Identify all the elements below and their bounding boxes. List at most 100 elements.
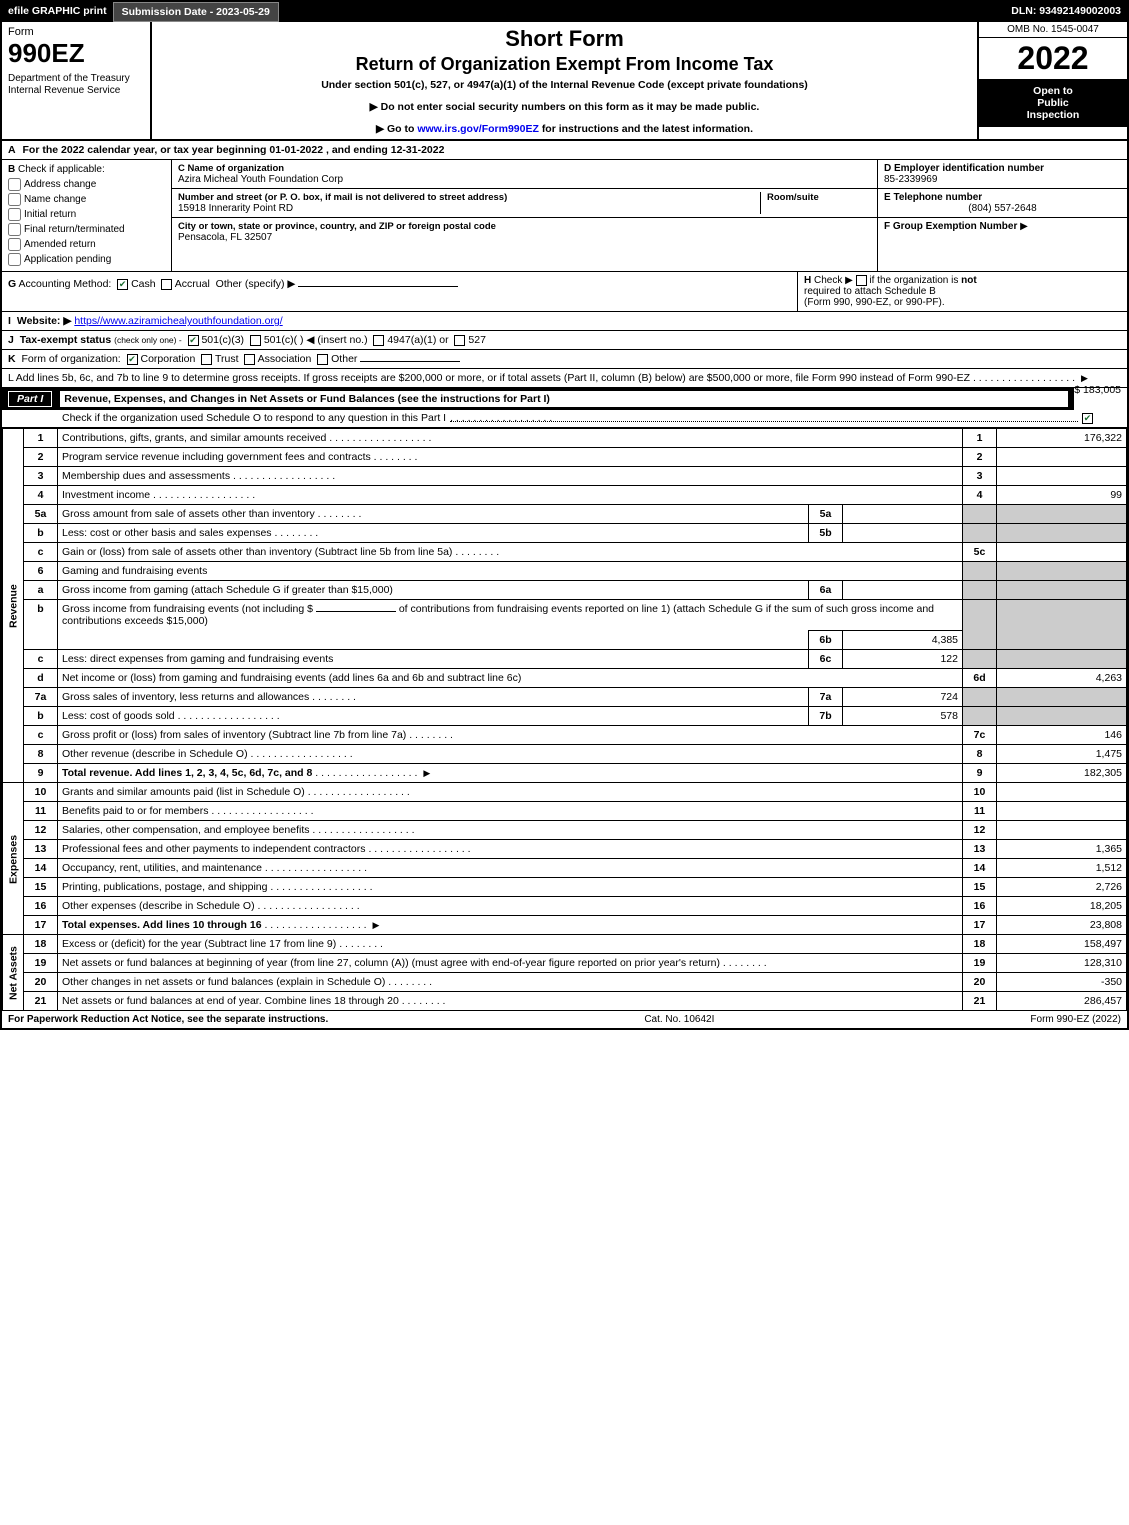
dots-icon xyxy=(452,546,499,558)
line-7c-rl: 7c xyxy=(963,726,997,745)
row-l-dots xyxy=(973,372,1075,384)
checkbox-icon[interactable] xyxy=(8,223,21,236)
cb-schedule-o-part1[interactable] xyxy=(1082,413,1093,424)
line-1: Revenue 1 Contributions, gifts, grants, … xyxy=(3,429,1127,448)
line-21: 21 Net assets or fund balances at end of… xyxy=(3,992,1127,1011)
line-6b: b Gross income from fundraising events (… xyxy=(3,600,1127,631)
k-o1: Corporation xyxy=(141,353,196,365)
line-7b-iv: 578 xyxy=(843,707,963,726)
line-3-rl: 3 xyxy=(963,467,997,486)
line-21-desc: Net assets or fund balances at end of ye… xyxy=(62,995,399,1007)
checkbox-icon[interactable] xyxy=(8,238,21,251)
topbar-dln: DLN: 93492149002003 xyxy=(1005,2,1127,22)
cb-name-change[interactable]: Name change xyxy=(8,192,165,207)
phone-label: E Telephone number xyxy=(884,192,1121,203)
line-6d-desc: Net income or (loss) from gaming and fun… xyxy=(62,672,521,684)
line-7a-iv: 724 xyxy=(843,688,963,707)
cb-address-change[interactable]: Address change xyxy=(8,177,165,192)
checkbox-icon[interactable] xyxy=(8,178,21,191)
cb-final-return[interactable]: Final return/terminated xyxy=(8,222,165,237)
j-o2: 501(c)( ) ◀ (insert no.) xyxy=(264,334,368,346)
shade-cell xyxy=(963,600,997,650)
line-1-desc: Contributions, gifts, grants, and simila… xyxy=(62,432,326,444)
shade-cell xyxy=(963,562,997,581)
cb-trust[interactable] xyxy=(201,354,212,365)
line-2: 2 Program service revenue including gove… xyxy=(3,448,1127,467)
group-exemption-label: F Group Exemption Number xyxy=(884,221,1017,232)
header-left: Form 990EZ Department of the Treasury In… xyxy=(2,22,152,139)
cb-501c3[interactable] xyxy=(188,335,199,346)
cb-corporation[interactable] xyxy=(127,354,138,365)
dots-icon xyxy=(309,824,414,836)
title-under: Under section 501(c), 527, or 4947(a)(1)… xyxy=(158,79,971,91)
header-right: OMB No. 1545-0047 2022 Open to Public In… xyxy=(977,22,1127,139)
line-10-rv xyxy=(997,783,1127,802)
dots-icon xyxy=(312,767,417,779)
line-6a-il: 6a xyxy=(809,581,843,600)
city-row: City or town, state or province, country… xyxy=(172,218,877,246)
cb-other-org[interactable] xyxy=(317,354,328,365)
line-18-desc: Excess or (deficit) for the year (Subtra… xyxy=(62,938,336,950)
cb-initial-return[interactable]: Initial return xyxy=(8,207,165,222)
cb-schedule-b[interactable] xyxy=(856,275,867,286)
form-word: Form xyxy=(8,26,144,38)
cb-cash[interactable] xyxy=(117,279,128,290)
dots-icon xyxy=(208,805,313,817)
ein-row: D Employer identification number 85-2339… xyxy=(878,160,1127,189)
line-5b: b Less: cost or other basis and sales ex… xyxy=(3,524,1127,543)
line-2-num: 2 xyxy=(24,448,58,467)
part-1-tab: Part I xyxy=(8,391,52,407)
dots-icon xyxy=(305,786,410,798)
line-5c-num: c xyxy=(24,543,58,562)
line-7a-il: 7a xyxy=(809,688,843,707)
line-7b-num: b xyxy=(24,707,58,726)
line-21-num: 21 xyxy=(24,992,58,1011)
page-footer: For Paperwork Reduction Act Notice, see … xyxy=(2,1011,1127,1028)
cb-association[interactable] xyxy=(244,354,255,365)
line-9-rl: 9 xyxy=(963,764,997,783)
col-b-letter: B xyxy=(8,164,15,175)
line-9-num: 9 xyxy=(24,764,58,783)
checkbox-icon[interactable] xyxy=(8,208,21,221)
ein-label: D Employer identification number xyxy=(884,163,1121,174)
openbox-l3: Inspection xyxy=(983,109,1123,121)
ssn-note: ▶ Do not enter social security numbers o… xyxy=(158,101,971,113)
shade-cell xyxy=(963,650,997,669)
line-17-desc: Total expenses. Add lines 10 through 16 xyxy=(62,919,262,931)
row-l-letter: L xyxy=(8,372,13,384)
line-20-desc: Other changes in net assets or fund bala… xyxy=(62,976,385,988)
cb-527[interactable] xyxy=(454,335,465,346)
line-12: 12 Salaries, other compensation, and emp… xyxy=(3,821,1127,840)
cb-application-pending[interactable]: Application pending xyxy=(8,252,165,267)
line-6c-num: c xyxy=(24,650,58,669)
cb-501c[interactable] xyxy=(250,335,261,346)
line-20-rv: -350 xyxy=(997,973,1127,992)
website-link[interactable]: https//www.aziramichealyouthfoundation.o… xyxy=(74,315,282,327)
line-13-num: 13 xyxy=(24,840,58,859)
line-20-rl: 20 xyxy=(963,973,997,992)
col-b: B Check if applicable: Address change Na… xyxy=(2,160,172,271)
goto-link[interactable]: www.irs.gov/Form990EZ xyxy=(417,123,539,135)
line-3-rv xyxy=(997,467,1127,486)
cb-amended-return[interactable]: Amended return xyxy=(8,237,165,252)
line-6b-blank xyxy=(316,611,396,612)
cb-accrual[interactable] xyxy=(161,279,172,290)
row-l-amount: $ 183,005 xyxy=(1074,384,1121,396)
line-10-desc: Grants and similar amounts paid (list in… xyxy=(62,786,305,798)
checkbox-icon[interactable] xyxy=(8,193,21,206)
line-7a: 7a Gross sales of inventory, less return… xyxy=(3,688,1127,707)
line-5a-num: 5a xyxy=(24,505,58,524)
line-7c-desc: Gross profit or (loss) from sales of inv… xyxy=(62,729,406,741)
form-990ez-doc: efile GRAPHIC print Submission Date - 20… xyxy=(0,0,1129,1030)
line-5b-iv xyxy=(843,524,963,543)
dots-icon xyxy=(230,470,335,482)
line-12-rv xyxy=(997,821,1127,840)
line-6-num: 6 xyxy=(24,562,58,581)
group-exemption-row: F Group Exemption Number ▶ xyxy=(878,218,1127,235)
row-a-text: For the 2022 calendar year, or tax year … xyxy=(23,144,445,156)
cb-label: Address change xyxy=(24,179,96,190)
line-11-rv xyxy=(997,802,1127,821)
shade-cell xyxy=(997,650,1127,669)
checkbox-icon[interactable] xyxy=(8,253,21,266)
cb-4947[interactable] xyxy=(373,335,384,346)
